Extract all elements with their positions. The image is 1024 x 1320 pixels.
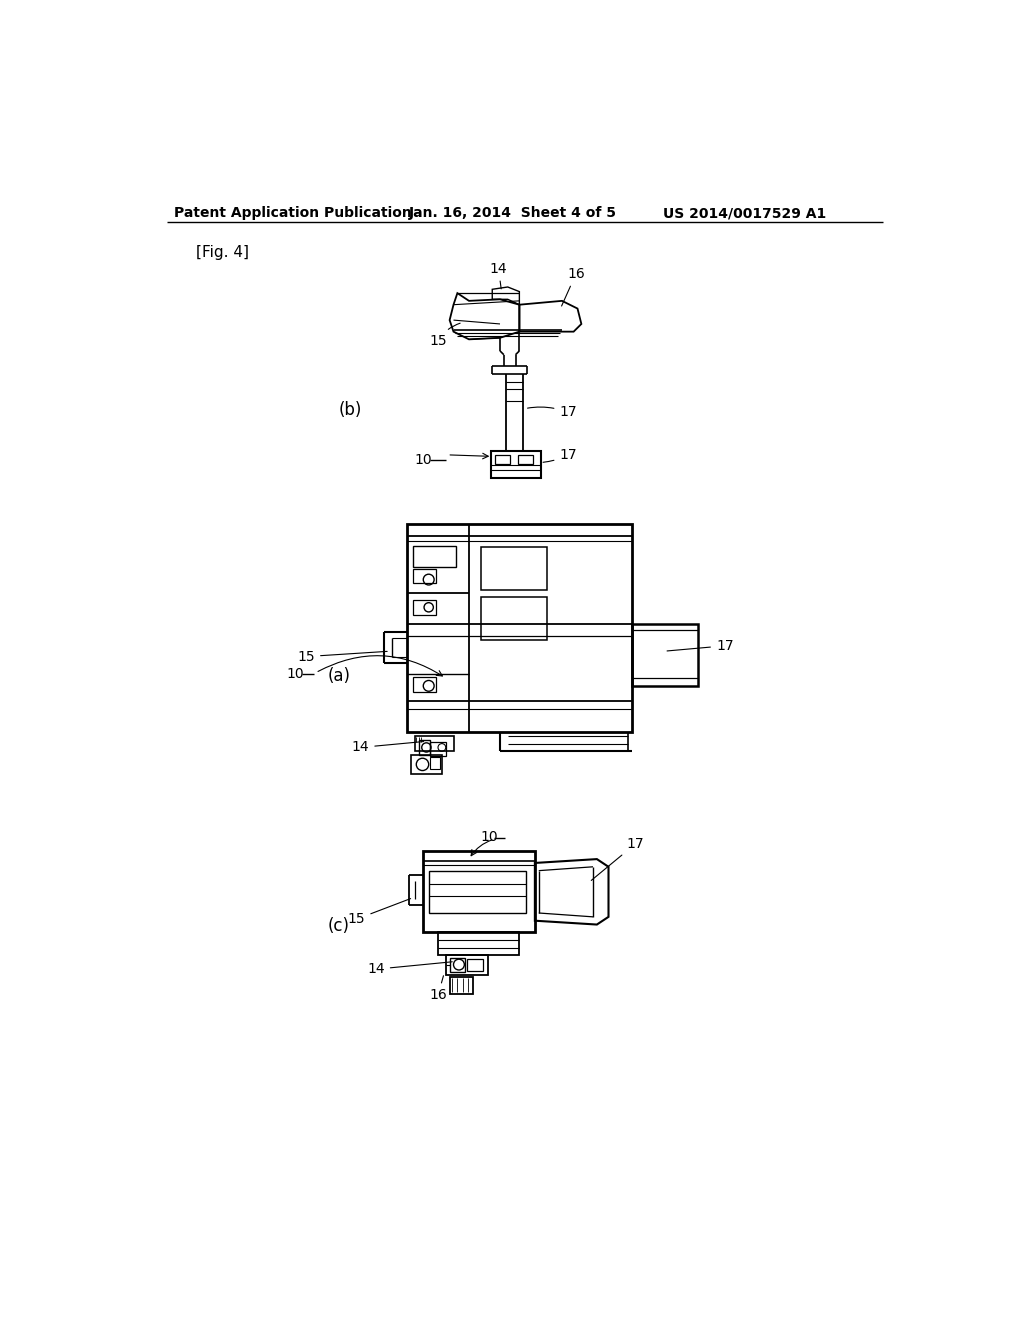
Bar [414, 677, 436, 692]
Text: Jan. 16, 2014  Sheet 4 of 5: Jan. 16, 2014 Sheet 4 of 5 [409, 206, 616, 220]
Text: 17: 17 [527, 405, 577, 420]
Text: 15: 15 [297, 649, 387, 664]
Bar [407, 524, 632, 733]
Text: Patent Application Publication: Patent Application Publication [174, 206, 413, 220]
Bar [438, 932, 519, 956]
Text: 17: 17 [543, 447, 577, 462]
Text: 16: 16 [561, 267, 585, 306]
Text: 10: 10 [480, 830, 499, 843]
Bar [518, 455, 534, 465]
Bar [632, 624, 697, 686]
Text: 17: 17 [667, 639, 733, 653]
Bar [450, 977, 473, 994]
Bar [414, 569, 436, 582]
Text: (b): (b) [339, 401, 362, 418]
Bar [430, 758, 439, 770]
Text: (a): (a) [328, 667, 351, 685]
Bar [480, 548, 547, 590]
Bar [423, 851, 535, 932]
Text: US 2014/0017529 A1: US 2014/0017529 A1 [663, 206, 826, 220]
Bar [490, 451, 541, 478]
Text: (c): (c) [328, 917, 350, 935]
Text: 10: 10 [415, 453, 432, 467]
Bar [445, 956, 488, 974]
Text: 14: 14 [368, 962, 453, 977]
Bar [495, 455, 510, 465]
Bar [480, 597, 547, 640]
Bar [414, 545, 456, 568]
Text: 16: 16 [429, 975, 446, 1002]
Text: 14: 14 [489, 261, 507, 289]
Bar [429, 871, 525, 913]
Bar [411, 755, 442, 775]
Bar [414, 599, 436, 615]
Text: 15: 15 [348, 899, 411, 927]
Text: 10: 10 [287, 667, 304, 681]
Text: 15: 15 [429, 323, 460, 348]
Bar [450, 958, 465, 972]
Text: 14: 14 [351, 741, 424, 755]
Bar [419, 739, 430, 755]
Bar [467, 960, 483, 970]
Bar [430, 742, 445, 756]
Bar [415, 737, 454, 751]
Text: 17: 17 [591, 837, 644, 880]
Text: [Fig. 4]: [Fig. 4] [197, 244, 249, 260]
